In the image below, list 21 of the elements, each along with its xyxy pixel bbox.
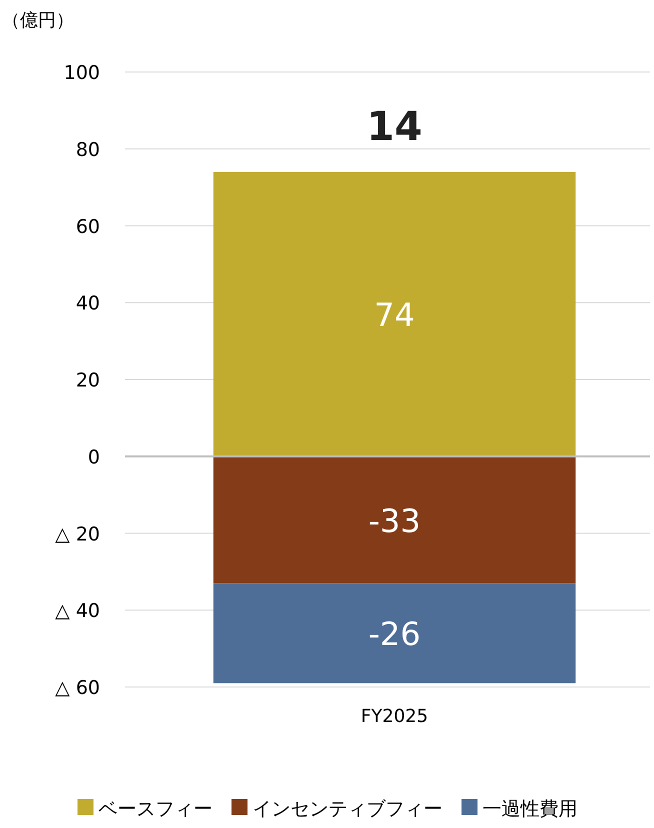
bar — [213, 583, 576, 684]
y-tick-label: △ 40 — [55, 600, 100, 622]
legend-label: ベースフィー — [98, 798, 212, 820]
y-tick-label: △ 20 — [55, 523, 100, 546]
total-label: 14 — [366, 104, 422, 150]
data-label: -26 — [368, 615, 421, 654]
y-tick-label: 100 — [64, 62, 100, 84]
legend-label: 一過性費用 — [482, 798, 578, 820]
y-tick-label: △ 60 — [55, 677, 100, 699]
y-tick-label: 40 — [76, 292, 100, 315]
data-label: 74 — [374, 296, 415, 334]
data-label: -33 — [368, 502, 421, 540]
bar — [213, 456, 576, 584]
y-tick-label: 80 — [76, 138, 100, 161]
y-axis-title: （億円） — [2, 10, 74, 31]
y-tick-label: 0 — [88, 446, 100, 468]
x-tick-label: FY2025 — [360, 706, 428, 727]
y-tick-label: 60 — [76, 216, 100, 238]
legend-label: インセンティブフィー — [252, 798, 442, 820]
y-tick-label: 20 — [76, 370, 100, 392]
bar — [213, 172, 576, 456]
